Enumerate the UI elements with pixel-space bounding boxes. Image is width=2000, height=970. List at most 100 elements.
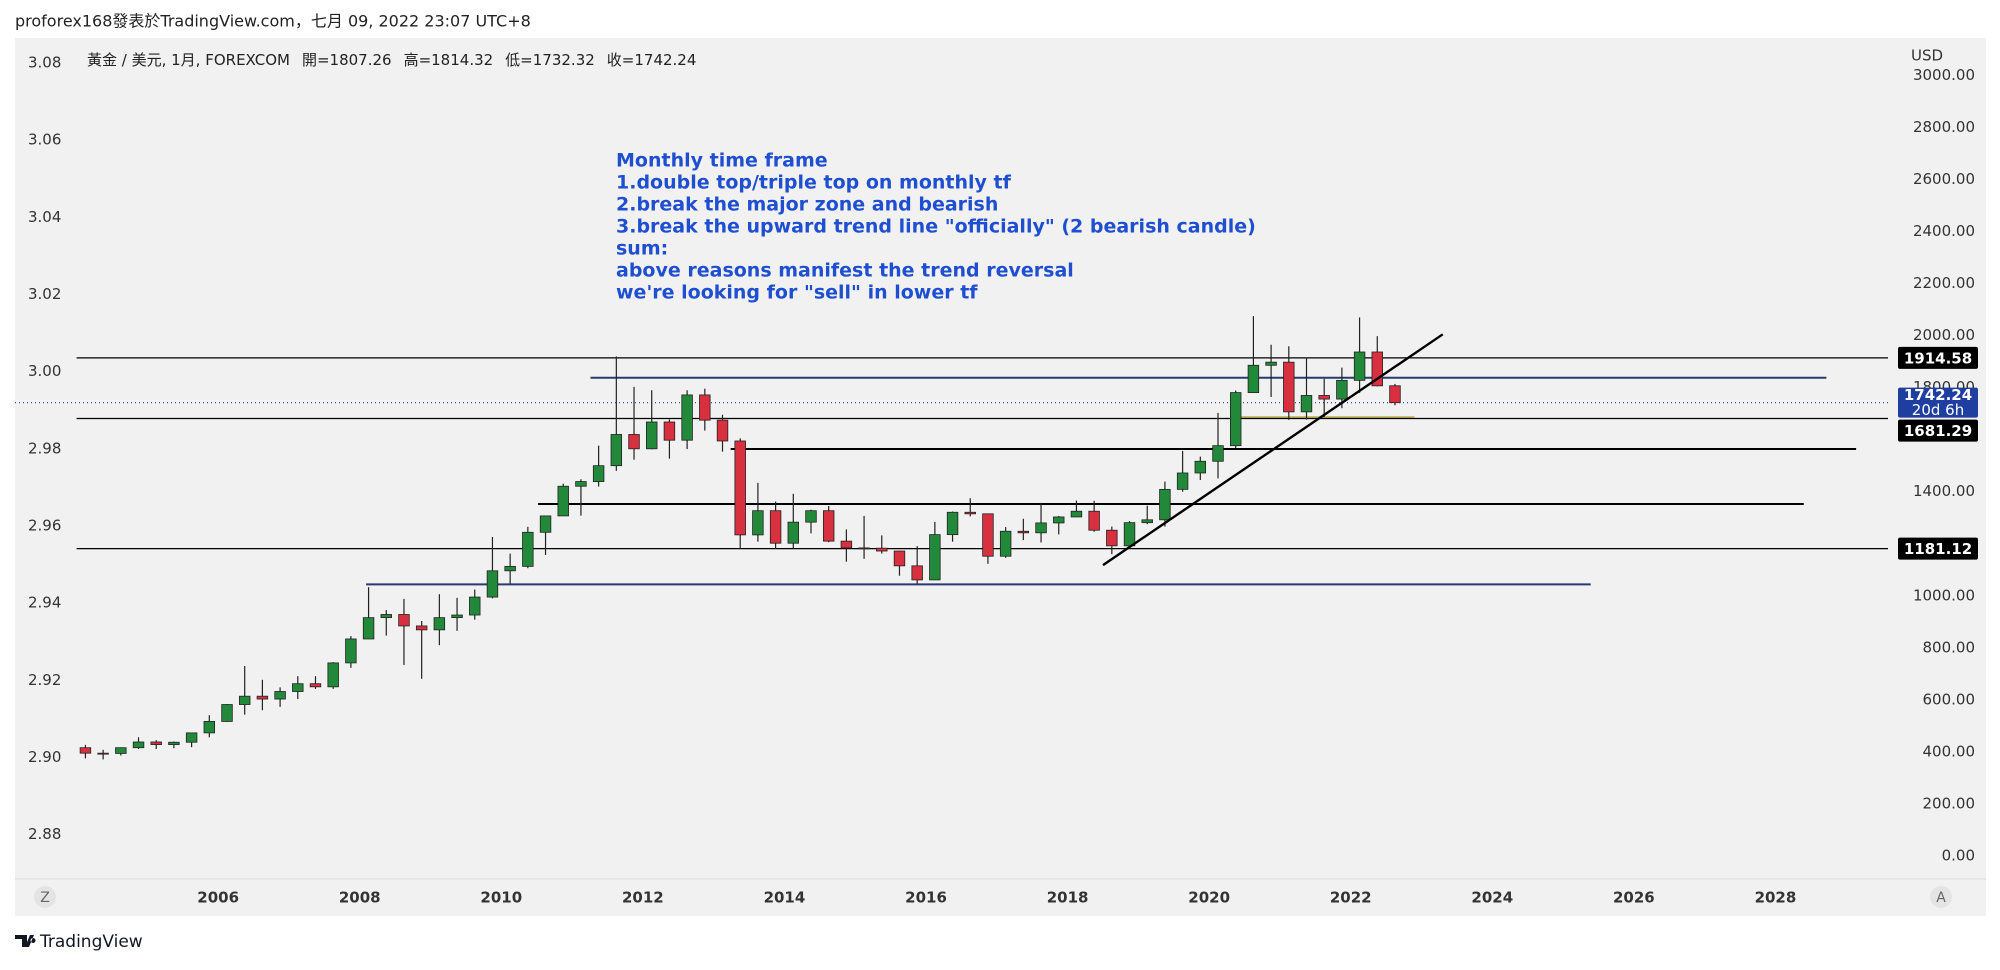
price-tag-label: 1914.58 (1904, 349, 1972, 367)
legend-ohlc-label: 收= (607, 51, 635, 69)
y2-tick-label: 2.98 (28, 439, 61, 457)
candle-body (1212, 445, 1224, 462)
trend-line (1102, 333, 1444, 567)
legend-symbol: 黃金 / 美元, 1月, FOREXCOM (87, 51, 290, 69)
candle-body (716, 419, 729, 442)
candle-body (469, 596, 481, 616)
candle-body (274, 691, 286, 700)
header: proforex168發表於TradingView.com，七月 09, 202… (15, 12, 531, 31)
footer-text: TradingView (39, 932, 143, 952)
candle-body (929, 534, 941, 581)
candle-body (1194, 460, 1207, 474)
candle-body (557, 485, 569, 517)
price-tag (1898, 346, 1978, 369)
y2-tick-label: 2.88 (28, 825, 61, 843)
corner-button[interactable] (34, 886, 56, 908)
y-tick-label: 2000.00 (1913, 326, 1975, 344)
candle-body (1176, 472, 1189, 490)
price-tag (1898, 537, 1978, 560)
y-tick-label: 600.00 (1923, 690, 1976, 708)
candle-body (1283, 361, 1295, 413)
candle-body (681, 394, 693, 441)
legend-ohlc-value: 1732.32 (533, 51, 595, 69)
candle-body (1371, 351, 1383, 387)
x-tick-label: 2020 (1188, 889, 1230, 907)
y2-tick-label: 2.94 (28, 594, 61, 612)
corner-button[interactable] (1930, 886, 1952, 908)
x-tick-label: 2028 (1755, 889, 1797, 907)
y-tick-label: 2600.00 (1913, 170, 1975, 188)
y2-tick-label: 3.04 (28, 208, 61, 226)
annotation-line: sum: (616, 238, 668, 260)
legend-ohlc-value: 1807.26 (330, 51, 392, 69)
candle-body (1318, 395, 1330, 400)
candle-body (203, 721, 216, 734)
y2-tick-label: 2.96 (28, 516, 61, 534)
chart-frame (15, 38, 1986, 916)
candle-body (327, 662, 339, 688)
candle-body (1017, 530, 1030, 534)
candle-body (663, 421, 676, 441)
candle-body (486, 570, 499, 598)
candle-body (805, 510, 817, 523)
candle-body (1106, 529, 1118, 547)
y-tick-label: 400.00 (1923, 742, 1976, 760)
legend-ohlc-label: 開= (302, 51, 330, 69)
candle-body (858, 547, 870, 550)
corner-button-label: A (1936, 890, 1946, 906)
candle-body (1389, 385, 1401, 404)
y2-tick-label: 3.08 (28, 54, 61, 72)
legend: 黃金 / 美元, 1月, FOREXCOM 開=1807.26 高=1814.32 低… (87, 51, 696, 69)
y-tick-label: 200.00 (1923, 794, 1976, 812)
x-tick-label: 2016 (905, 889, 947, 907)
candle-body (309, 683, 322, 688)
price-tag (1898, 419, 1978, 442)
candle-body (964, 511, 976, 515)
candle-body (840, 540, 853, 549)
candle-body (646, 421, 658, 450)
y-tick-label: 800.00 (1923, 638, 1976, 656)
candle-body (1353, 351, 1366, 381)
legend-ohlc-value: 1742.24 (634, 51, 696, 69)
y2-tick-label: 2.90 (28, 748, 61, 766)
candle-body (451, 614, 463, 619)
annotation-line: Monthly time frame (616, 150, 828, 172)
candle-body (628, 434, 640, 450)
candle-body (787, 521, 800, 544)
currency-label: USD (1911, 47, 1943, 65)
candle-body (575, 481, 587, 487)
candle-body (504, 565, 516, 572)
y-tick-label: 2200.00 (1913, 274, 1975, 292)
candle-body (610, 434, 623, 467)
candle-body (79, 747, 92, 754)
candle-body (150, 741, 162, 745)
legend-ohlc-value: 1814.32 (431, 51, 493, 69)
candle-body (539, 515, 552, 533)
x-tick-label: 2012 (622, 889, 664, 907)
candle-body (769, 510, 782, 544)
candle-body (1088, 510, 1100, 531)
candle-body (115, 747, 127, 754)
candle-body (292, 683, 304, 692)
candle-body (345, 638, 357, 664)
x-tick-label: 2006 (197, 889, 239, 907)
candle-body (1035, 522, 1047, 534)
y-tick-label: 1000.00 (1913, 586, 1975, 604)
candle-body (1141, 519, 1153, 524)
annotation-line: 1.double top/triple top on monthly tf (616, 172, 1012, 194)
y-tick-label: 2400.00 (1913, 222, 1975, 240)
candle-body (1300, 395, 1313, 413)
candle-body (876, 547, 888, 552)
annotation-line: 2.break the major zone and bearish (616, 194, 998, 216)
candle-body (1247, 364, 1260, 393)
candle-body (168, 741, 180, 745)
candle-body (822, 510, 835, 542)
candle-body (946, 511, 959, 536)
candle-body (221, 704, 233, 722)
candle-body (433, 617, 446, 631)
x-tick-label: 2024 (1471, 889, 1513, 907)
annotation-line: we're looking for "sell" in lower tf (616, 282, 978, 304)
price-tag-label: 1681.29 (1904, 422, 1972, 440)
candle-body (734, 440, 746, 536)
